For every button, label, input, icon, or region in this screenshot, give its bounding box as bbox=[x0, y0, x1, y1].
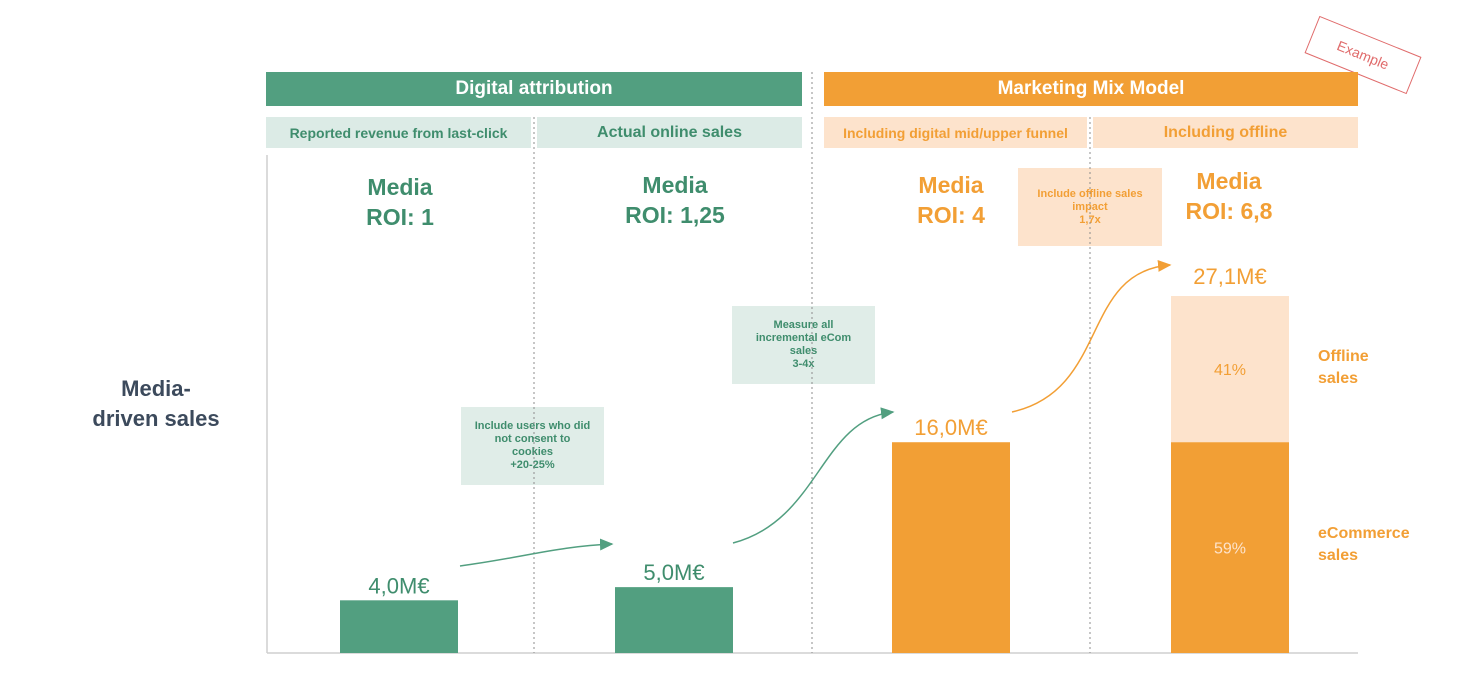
roi-4-line2: ROI: 6,8 bbox=[1185, 198, 1273, 224]
arrow-2 bbox=[732, 407, 895, 544]
side-offline-line2: sales bbox=[1318, 370, 1359, 387]
note-cookies-line1: Include users who did bbox=[474, 420, 591, 432]
note-ecom-line1: Measure all bbox=[773, 319, 834, 331]
note-cookies-line4: +20-25% bbox=[510, 459, 555, 471]
arrow-1 bbox=[459, 538, 614, 567]
side-offline-line1: Offline bbox=[1318, 348, 1369, 365]
y-axis-label: Media- driven sales bbox=[66, 374, 246, 434]
subheader-online-sales-label: Actual online sales bbox=[597, 123, 742, 141]
note-cookies-line2: not consent to bbox=[494, 433, 571, 445]
side-label-offline: Offline sales bbox=[1318, 346, 1369, 390]
roi-label-3: Media ROI: 4 bbox=[851, 170, 1051, 230]
bar-value-label-1: 4,0M€ bbox=[368, 573, 429, 598]
roi-1-line1: Media bbox=[367, 174, 433, 200]
note-ecom-line3: sales bbox=[789, 345, 818, 357]
subheader-digital-funnel-label: Including digital mid/upper funnel bbox=[843, 124, 1068, 141]
bar-value-label-4: 27,1M€ bbox=[1193, 264, 1266, 289]
bar-value-label-2: 5,0M€ bbox=[643, 560, 704, 585]
header-digital-attribution: Digital attribution bbox=[266, 72, 802, 106]
subheader-offline-label: Including offline bbox=[1163, 123, 1288, 141]
note-cookies-line3: cookies bbox=[512, 446, 553, 458]
note-offline-line3: 1,7x bbox=[1079, 213, 1101, 226]
note-ecom-line4: 3-4x bbox=[792, 358, 815, 370]
roi-label-1: Media ROI: 1 bbox=[300, 172, 500, 232]
header-marketing-mix-model: Marketing Mix Model bbox=[824, 72, 1358, 106]
roi-2-line1: Media bbox=[642, 172, 708, 198]
subheader-digital-funnel: Including digital mid/upper funnel bbox=[824, 117, 1087, 148]
roi-2-line2: ROI: 1,25 bbox=[625, 202, 725, 228]
bar-ecommerce-segment bbox=[1171, 442, 1289, 653]
note-offline-line2: impact bbox=[1072, 200, 1108, 213]
roi-1-line2: ROI: 1 bbox=[366, 204, 434, 230]
arrow-3 bbox=[1011, 259, 1172, 413]
header-mmm-label: Marketing Mix Model bbox=[997, 78, 1185, 99]
bar-offline-segment bbox=[1171, 296, 1289, 443]
roi-4-line1: Media bbox=[1196, 168, 1262, 194]
note-ecom-line2: incremental eCom bbox=[755, 332, 852, 344]
subheader-last-click-label: Reported revenue from last-click bbox=[289, 124, 508, 141]
bar-value-label-3: 16,0M€ bbox=[914, 415, 987, 440]
roi-label-2: Media ROI: 1,25 bbox=[575, 170, 775, 230]
subheader-last-click: Reported revenue from last-click bbox=[266, 117, 531, 148]
roi-label-4: Media ROI: 6,8 bbox=[1129, 166, 1329, 226]
bar-1 bbox=[340, 600, 458, 653]
header-digital-label: Digital attribution bbox=[455, 78, 613, 99]
segment-label-offline: 41% bbox=[1214, 362, 1246, 379]
bar-2 bbox=[615, 587, 733, 653]
roi-3-line1: Media bbox=[918, 172, 984, 198]
side-ecommerce-line2: sales bbox=[1318, 547, 1359, 564]
y-axis-label-line1: Media- bbox=[121, 376, 191, 401]
note-cookies: Include users who did not consent to coo… bbox=[461, 407, 604, 485]
roi-3-line2: ROI: 4 bbox=[917, 202, 985, 228]
subheader-offline: Including offline bbox=[1093, 117, 1358, 148]
side-label-ecommerce: eCommerce sales bbox=[1318, 523, 1410, 567]
bar-3 bbox=[892, 442, 1010, 653]
side-ecommerce-line1: eCommerce bbox=[1318, 525, 1410, 542]
segment-label-ecommerce: 59% bbox=[1214, 541, 1246, 558]
y-axis-label-line2: driven sales bbox=[92, 406, 220, 431]
note-ecom-sales: Measure all incremental eCom sales 3-4x bbox=[732, 306, 875, 384]
subheader-online-sales: Actual online sales bbox=[537, 117, 802, 148]
